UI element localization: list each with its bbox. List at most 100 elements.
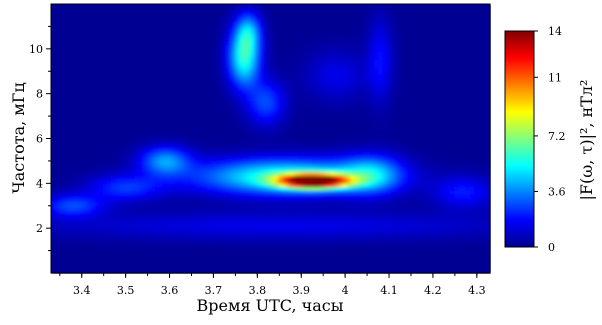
heatmap-cell: [454, 97, 459, 102]
heatmap-cell: [354, 22, 359, 28]
heatmap-cell: [78, 145, 84, 151]
heatmap-cell: [54, 145, 60, 151]
heatmap-cell: [202, 33, 208, 39]
heatmap-cell: [51, 101, 56, 106]
heatmap-cell: [170, 89, 176, 95]
heatmap-cell: [442, 89, 447, 95]
heatmap-cell: [274, 119, 280, 125]
heatmap-cell: [134, 18, 140, 24]
heatmap-cell: [286, 41, 292, 46]
heatmap-cell: [158, 82, 164, 87]
heatmap-cell: [374, 82, 379, 87]
heatmap-cell: [230, 86, 236, 91]
heatmap-cell: [438, 56, 443, 61]
heatmap-cell: [178, 108, 184, 113]
heatmap-cell: [366, 52, 371, 57]
heatmap-cell: [486, 145, 491, 151]
heatmap-cell: [110, 71, 116, 76]
heatmap-cell: [138, 15, 144, 20]
heatmap-cell: [466, 93, 471, 99]
heatmap-cell: [246, 112, 252, 117]
heatmap-cell: [398, 86, 403, 91]
heatmap-cell: [150, 142, 156, 147]
heatmap-cell: [174, 119, 180, 125]
heatmap-cell: [442, 63, 447, 69]
heatmap-cell: [86, 119, 92, 125]
heatmap-cell: [370, 119, 375, 125]
heatmap-cell: [142, 15, 148, 20]
heatmap-cell: [386, 101, 391, 106]
heatmap-cell: [206, 71, 212, 76]
heatmap-cell: [94, 86, 100, 91]
heatmap-cell: [486, 4, 491, 9]
heatmap-cell: [178, 142, 184, 147]
heatmap-cell: [438, 11, 443, 16]
heatmap-cell: [278, 82, 284, 87]
heatmap-cell: [266, 18, 272, 24]
heatmap-cell: [254, 37, 260, 42]
heatmap-cell: [362, 108, 367, 113]
heatmap-cell: [82, 93, 88, 99]
heatmap-cell: [438, 119, 443, 125]
heatmap-cell: [186, 78, 192, 84]
heatmap-cell: [386, 145, 391, 151]
heatmap-cell: [486, 153, 491, 158]
heatmap-cell: [358, 41, 363, 46]
heatmap-cell: [470, 160, 475, 166]
heatmap-cell: [210, 60, 216, 65]
heatmap-cell: [210, 104, 216, 110]
heatmap-cell: [146, 134, 152, 140]
heatmap-cell: [358, 78, 363, 84]
heatmap-cell: [330, 60, 335, 65]
heatmap-cell: [390, 71, 395, 76]
heatmap-cell: [98, 15, 104, 20]
heatmap-cell: [242, 78, 248, 84]
heatmap-cell: [90, 15, 96, 20]
heatmap-cell: [346, 67, 351, 72]
heatmap-cell: [346, 131, 351, 136]
heatmap-cell: [186, 48, 192, 54]
heatmap-cell: [362, 67, 367, 72]
heatmap-cell: [178, 157, 184, 162]
heatmap-cell: [278, 33, 284, 39]
heatmap-cell: [190, 33, 196, 39]
heatmap-cell: [486, 63, 491, 69]
heatmap-cell: [250, 101, 256, 106]
heatmap-cell: [282, 157, 288, 162]
heatmap-cell: [458, 138, 463, 143]
heatmap-cell: [166, 4, 172, 9]
heatmap-cell: [230, 18, 236, 24]
heatmap-cell: [190, 18, 196, 24]
heatmap-cell: [258, 127, 264, 132]
heatmap-cell: [434, 116, 439, 121]
heatmap-cell: [250, 164, 256, 169]
heatmap-cell: [358, 104, 363, 110]
heatmap-cell: [226, 78, 232, 84]
heatmap-cell: [170, 56, 176, 61]
heatmap-cell: [394, 93, 399, 99]
heatmap-cell: [430, 145, 435, 151]
heatmap-cell: [354, 37, 359, 42]
heatmap-cell: [286, 104, 292, 110]
heatmap-cell: [470, 168, 475, 173]
heatmap-cell: [398, 127, 403, 132]
heatmap-cell: [430, 26, 435, 31]
heatmap-cell: [174, 74, 180, 80]
heatmap-cell: [402, 7, 407, 13]
heatmap-cell: [346, 4, 351, 9]
heatmap-cell: [246, 153, 252, 158]
heatmap-cell: [122, 11, 128, 16]
heatmap-cell: [302, 89, 308, 95]
heatmap-cell: [418, 56, 423, 61]
heatmap-cell: [194, 52, 200, 57]
heatmap-cell: [186, 149, 192, 155]
heatmap-cell: [282, 142, 288, 147]
heatmap-cell: [482, 101, 487, 106]
heatmap-cell: [102, 104, 108, 110]
heatmap-cell: [294, 164, 300, 169]
heatmap-cell: [122, 149, 128, 155]
heatmap-cell: [51, 60, 56, 65]
heatmap-cell: [282, 71, 288, 76]
heatmap-cell: [130, 89, 136, 95]
heatmap-cell: [462, 86, 467, 91]
